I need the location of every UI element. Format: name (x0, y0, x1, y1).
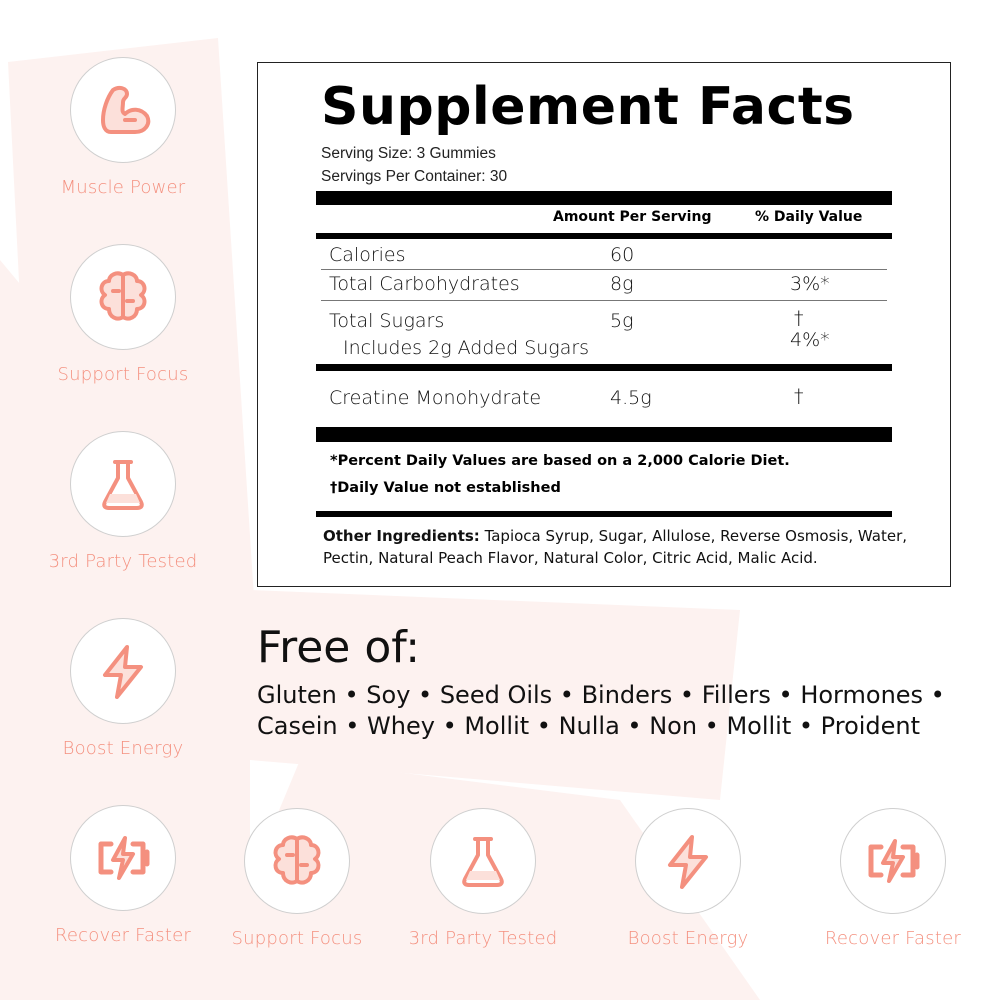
badge-boost-energy: Boost Energy (23, 618, 223, 759)
servings-per-container: Servings Per Container: 30 (321, 168, 508, 185)
lightning-bolt-icon (103, 645, 143, 699)
badge-label: Boost Energy (62, 738, 184, 759)
badge-label: Support Focus (231, 928, 363, 949)
divider-bar (316, 511, 892, 517)
row-amount: 60 (610, 244, 635, 266)
footnote-daily-values: *Percent Daily Values are based on a 2,0… (330, 453, 790, 469)
free-of-list: Gluten • Soy • Seed Oils • Binders • Fil… (257, 681, 945, 740)
badge-support-focus: Support Focus (197, 808, 397, 949)
footnote-dagger: †Daily Value not established (330, 480, 561, 496)
row-dv: † (794, 385, 804, 407)
other-ingredients-label: Other Ingredients: (323, 527, 480, 545)
badge-label: Recover Faster (825, 928, 961, 949)
row-name: Calories (329, 244, 406, 266)
divider-bar (316, 427, 892, 442)
row-name: Creatine Monohydrate (329, 387, 542, 409)
col-dv-header: % Daily Value (755, 209, 863, 225)
badge-boost-energy: Boost Energy (588, 808, 788, 949)
divider-line (321, 300, 887, 301)
lightning-bolt-icon (668, 835, 708, 889)
serving-size: Serving Size: 3 Gummies (321, 145, 496, 162)
badge-label: Muscle Power (60, 177, 186, 198)
badge-label: Support Focus (57, 364, 189, 385)
badge-label: 3rd Party Tested (48, 551, 198, 572)
flask-icon (102, 460, 144, 510)
divider-bar (316, 233, 892, 239)
facts-title: Supplement Facts (321, 77, 855, 137)
row-dv: † (794, 307, 804, 329)
battery-charging-icon (863, 831, 923, 891)
badge-muscle-power: Muscle Power (23, 57, 223, 198)
free-of-title: Free of: (257, 622, 421, 673)
row-name: Total Carbohydrates (329, 273, 520, 295)
other-ingredients: Other Ingredients: Tapioca Syrup, Sugar,… (323, 525, 923, 569)
battery-charging-icon (93, 828, 153, 888)
row-amount: 5g (610, 310, 634, 332)
divider-bar (316, 191, 892, 205)
row-name: Total Sugars (329, 310, 445, 332)
brain-icon (273, 835, 321, 885)
badge-recover-faster: Recover Faster (793, 808, 993, 949)
row-dv: 4%* (790, 329, 830, 351)
badge-support-focus: Support Focus (23, 244, 223, 385)
badge-label: Boost Energy (627, 928, 749, 949)
col-amount-header: Amount Per Serving (553, 209, 712, 225)
brain-icon (99, 271, 147, 321)
row-amount: 4.5g (610, 387, 652, 409)
badge-recover-faster: Recover Faster (23, 805, 223, 946)
other-ingredients-text: Tapioca Syrup, Sugar, Allulose, Reverse … (323, 527, 908, 567)
badge-3rd-party-tested: 3rd Party Tested (23, 431, 223, 572)
badge-3rd-party-tested: 3rd Party Tested (383, 808, 583, 949)
row-name: Includes 2g Added Sugars (343, 337, 590, 359)
divider-bar (316, 364, 892, 371)
badge-label: 3rd Party Tested (408, 928, 558, 949)
badge-label: Recover Faster (55, 925, 191, 946)
supplement-facts-panel: Supplement Facts Serving Size: 3 Gummies… (257, 62, 951, 587)
row-dv: 3%* (790, 273, 830, 295)
row-amount: 8g (610, 273, 634, 295)
flexed-arm-icon (101, 85, 151, 134)
divider-line (321, 269, 887, 270)
flask-icon (462, 837, 504, 887)
